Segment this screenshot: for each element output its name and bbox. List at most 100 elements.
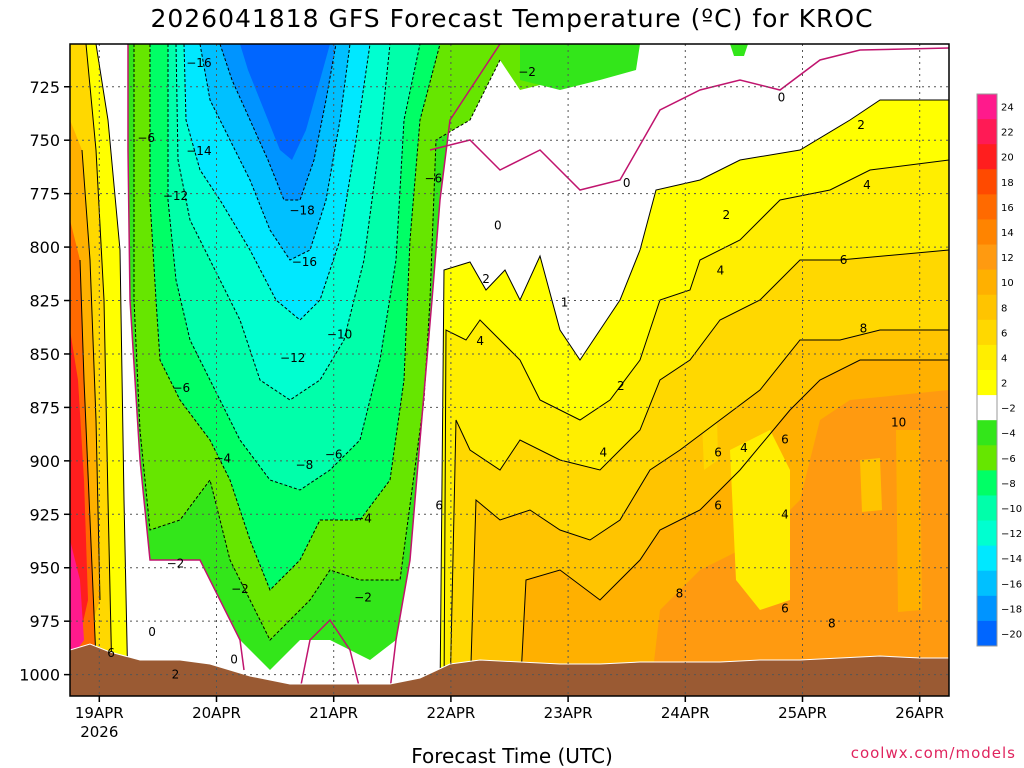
y-tick-label: 975 — [29, 612, 60, 631]
colorbar-label: 6 — [1001, 328, 1007, 339]
contour-label: 4 — [863, 178, 871, 192]
colorbar-label: 20 — [1001, 153, 1014, 164]
x-tick-label: 20APR — [192, 704, 241, 722]
colorbar-label: 16 — [1001, 203, 1014, 214]
y-tick-label: 900 — [29, 452, 60, 471]
x-tick-label: 23APR — [544, 704, 593, 722]
colorbar-swatch — [977, 570, 997, 597]
contour-label: 0 — [230, 653, 238, 667]
colorbar-label: −2 — [1001, 404, 1016, 415]
freezing-lines — [127, 44, 949, 691]
colorbar-swatch — [977, 294, 997, 321]
contour-label: −2 — [231, 582, 249, 596]
contour-label: 4 — [599, 445, 607, 459]
colorbar-label: −16 — [1001, 579, 1022, 590]
colorbar-swatch — [977, 119, 997, 145]
colorbar-label: −18 — [1001, 604, 1022, 615]
colorbar-label: 2 — [1001, 379, 1007, 390]
x-tick-label: 25APR — [778, 704, 827, 722]
x-tick-label: 19APR — [75, 704, 124, 722]
contour-label: −14 — [186, 144, 211, 158]
contour-label: 8 — [828, 616, 836, 630]
contour-label: 6 — [714, 499, 722, 513]
contour-label: 2 — [172, 668, 180, 682]
credit-link[interactable]: coolwx.com/models — [850, 744, 1016, 762]
colorbar-swatch — [977, 445, 997, 471]
contour-label: 2 — [722, 208, 730, 222]
contour-label: 10 — [891, 415, 906, 429]
colorbar-swatch — [977, 595, 997, 622]
colorbar-label: 14 — [1001, 228, 1014, 239]
y-tick-label: 950 — [29, 559, 60, 578]
contour-label: 6 — [435, 499, 443, 513]
contour-label: −2 — [518, 65, 536, 79]
gridlines — [70, 44, 949, 696]
colorbar-label: 10 — [1001, 278, 1014, 289]
contour-label: 0 — [623, 176, 631, 190]
contour-label: −18 — [289, 204, 314, 218]
contour-label: 4 — [476, 334, 484, 348]
colorbar-swatch — [977, 169, 997, 195]
contour-label: 6 — [840, 253, 848, 267]
y-tick-label: 750 — [29, 131, 60, 150]
left-band-22 — [70, 540, 84, 660]
colorbar-frame — [976, 93, 998, 647]
colorbar-swatch — [977, 194, 997, 220]
contour-label: 4 — [781, 507, 789, 521]
contour-label: 6 — [781, 432, 789, 446]
colorbar-swatch — [977, 395, 997, 421]
contour-label: 6 — [714, 445, 722, 459]
contour-label: −4 — [354, 512, 372, 526]
band-m20 — [240, 44, 330, 160]
contour-label: 2 — [482, 272, 490, 286]
contour-lines — [79, 44, 949, 696]
contour-label: −6 — [424, 172, 442, 186]
contour-label: 8 — [676, 586, 684, 600]
y-tick-label: 1000 — [19, 666, 60, 685]
colorbar-label: −20 — [1001, 629, 1022, 640]
contour-label: 6 — [781, 601, 789, 615]
contour-label: −6 — [172, 381, 190, 395]
colorbar-swatch — [977, 219, 997, 246]
negative-contour-lines — [133, 44, 501, 641]
colorbar-label: 18 — [1001, 178, 1014, 189]
y-tick-label: 850 — [29, 345, 60, 364]
colorbar-swatch — [977, 269, 997, 296]
contour-label: −16 — [186, 56, 211, 70]
contour-label: 2 — [617, 379, 625, 393]
y-tick-label: 825 — [29, 292, 60, 311]
contour-label: 6 — [107, 646, 115, 660]
colorbar-label: −8 — [1001, 479, 1016, 490]
contour-label: −12 — [163, 189, 188, 203]
contour-label: 8 — [860, 321, 868, 335]
x-tick-label: 26APR — [895, 704, 944, 722]
contour-label: 4 — [740, 441, 748, 455]
contour-label: −12 — [280, 351, 305, 365]
contour-label: −4 — [214, 452, 232, 466]
chart-title: 2026041818 GFS Forecast Temperature (ºC)… — [150, 4, 874, 33]
contour-label: −6 — [137, 131, 155, 145]
x-tick-label: 22APR — [426, 704, 475, 722]
contour-label: −6 — [325, 447, 343, 461]
x-tick-label: 24APR — [661, 704, 710, 722]
colorbar-swatch — [977, 319, 997, 346]
contour-label: 1 — [561, 296, 569, 310]
y-tick-label: 775 — [29, 185, 60, 204]
contour-label: −8 — [296, 458, 314, 472]
contour-label: 0 — [778, 90, 786, 104]
colorbar-label: 12 — [1001, 253, 1014, 264]
contour-label: −16 — [292, 255, 317, 269]
colorbar-swatch — [977, 545, 997, 572]
colorbar-label: −14 — [1001, 554, 1022, 565]
colorbar-label: −10 — [1001, 504, 1022, 515]
colorbar-swatch — [977, 94, 997, 120]
contour-label: 4 — [717, 264, 725, 278]
colorbar-label: −6 — [1001, 454, 1016, 465]
y-tick-label: 875 — [29, 398, 60, 417]
y-tick-label: 800 — [29, 238, 60, 257]
colorbar-swatch — [977, 520, 997, 547]
contour-labels: −16 −14 −12 −6 −18 −16 −10 −12 −6 −4 −8 −6 −4 −2 −2 −2 0… — [107, 56, 906, 681]
colorbar-label: 8 — [1001, 303, 1007, 314]
